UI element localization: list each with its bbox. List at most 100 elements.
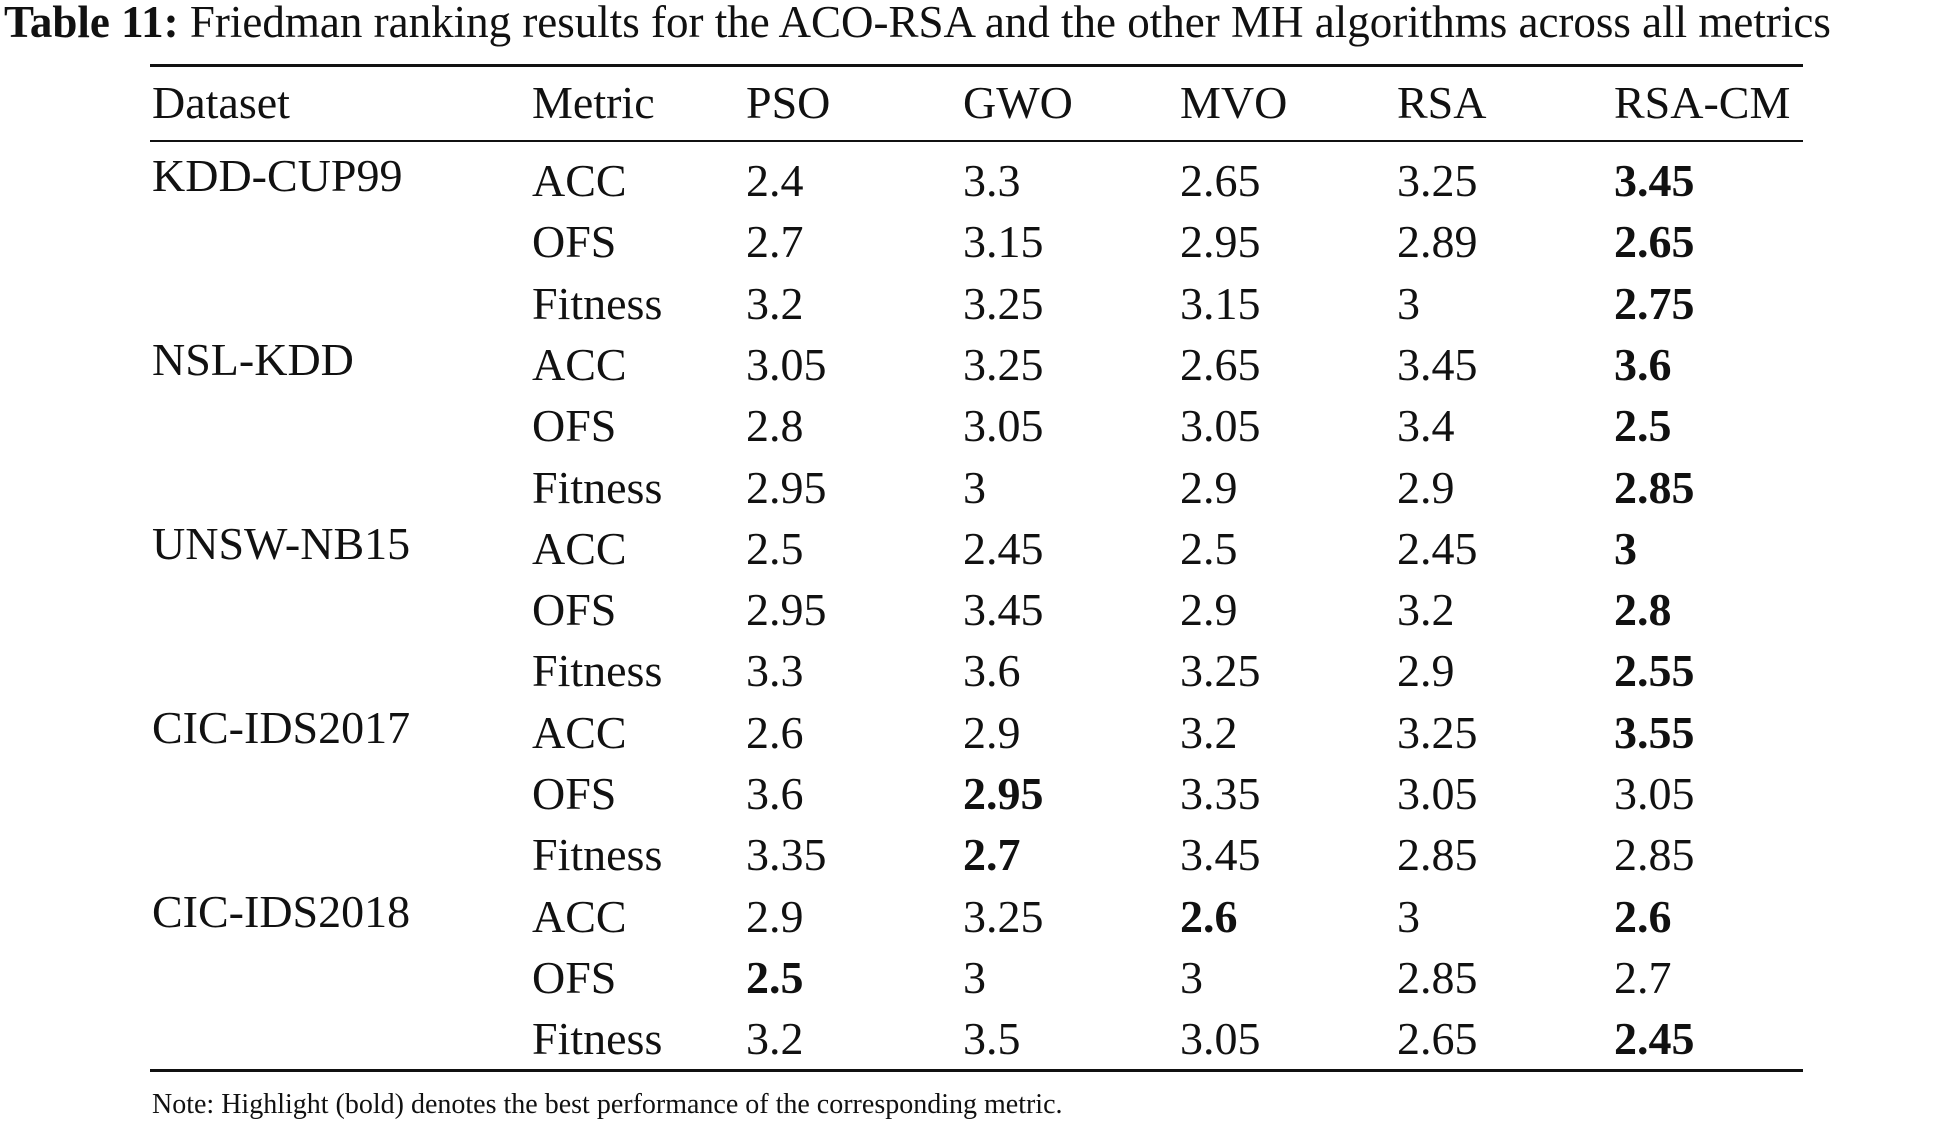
- value-cell: 2.9: [1180, 584, 1238, 636]
- metric-cell: OFS: [532, 400, 617, 452]
- value-cell: 3.2: [746, 1013, 804, 1065]
- value-cell: 2.9: [1397, 645, 1455, 697]
- value-cell: 3: [1397, 277, 1420, 329]
- value-cell: 3.15: [963, 216, 1044, 268]
- dataset-cell: UNSW-NB15: [152, 517, 411, 569]
- value-cell: 2.5: [1614, 400, 1672, 452]
- value-cell: 3.25: [1397, 706, 1478, 758]
- value-cell: 2.5: [1180, 522, 1238, 574]
- value-cell: 2.85: [1397, 951, 1478, 1003]
- value-cell: 2.7: [963, 829, 1021, 881]
- table-note: Note: Highlight (bold) denotes the best …: [152, 1089, 1063, 1120]
- value-cell: 2.95: [746, 461, 827, 513]
- value-cell: 2.8: [1614, 584, 1672, 636]
- dataset-cell: KDD-CUP99: [152, 150, 403, 201]
- metric-cell: OFS: [532, 768, 617, 819]
- value-cell: 2.9: [1180, 461, 1238, 513]
- value-cell: 2.9: [1397, 461, 1455, 513]
- value-cell: 3.25: [963, 277, 1044, 329]
- value-cell: 3.05: [1180, 1013, 1261, 1065]
- value-cell: 2.9: [746, 890, 804, 942]
- value-cell: 2.7: [1614, 951, 1672, 1003]
- value-cell: 2.45: [963, 522, 1044, 574]
- metric-cell: OFS: [532, 584, 617, 636]
- value-cell: 2.4: [746, 155, 804, 206]
- value-cell: 2.6: [746, 706, 804, 758]
- value-cell: 3.6: [746, 768, 804, 819]
- value-cell: 2.5: [746, 951, 804, 1003]
- value-cell: 2.95: [1180, 216, 1261, 268]
- column-header-gwo: GWO: [963, 77, 1073, 128]
- value-cell: 2.65: [1180, 338, 1261, 390]
- table-label: Table 11:: [4, 0, 179, 47]
- value-cell: 2.45: [1397, 522, 1478, 574]
- table-caption: Table 11: Friedman ranking results for t…: [4, 0, 1831, 48]
- value-cell: 3.3: [963, 155, 1021, 206]
- value-cell: 3.6: [1614, 338, 1672, 390]
- dataset-cell: NSL-KDD: [152, 333, 354, 385]
- value-cell: 2.85: [1397, 829, 1478, 881]
- value-cell: 3.45: [963, 584, 1044, 636]
- value-cell: 3: [1180, 951, 1203, 1003]
- value-cell: 3.35: [746, 829, 827, 881]
- metric-cell: ACC: [532, 890, 627, 942]
- value-cell: 2.75: [1614, 277, 1695, 329]
- column-header-dataset: Dataset: [152, 77, 290, 128]
- dataset-cell: CIC-IDS2018: [152, 885, 411, 937]
- value-cell: 3: [1614, 522, 1637, 574]
- value-cell: 2.45: [1614, 1013, 1695, 1065]
- value-cell: 2.89: [1397, 216, 1478, 268]
- metric-cell: ACC: [532, 338, 627, 390]
- bottom-rule: [150, 1069, 1803, 1072]
- value-cell: 3.2: [1180, 706, 1238, 758]
- metric-cell: ACC: [532, 706, 627, 758]
- value-cell: 3.15: [1180, 277, 1261, 329]
- value-cell: 3: [1397, 890, 1420, 942]
- value-cell: 3.5: [963, 1013, 1021, 1065]
- value-cell: 3.05: [746, 338, 827, 390]
- value-cell: 2.6: [1180, 890, 1238, 942]
- header-rule: [150, 140, 1803, 142]
- top-rule: [150, 64, 1803, 67]
- metric-cell: OFS: [532, 216, 617, 268]
- value-cell: 3.45: [1180, 829, 1261, 881]
- value-cell: 3.45: [1614, 155, 1695, 206]
- value-cell: 3.05: [1180, 400, 1261, 452]
- column-header-rsa: RSA: [1397, 77, 1487, 128]
- value-cell: 3.25: [1180, 645, 1261, 697]
- metric-cell: OFS: [532, 951, 617, 1003]
- value-cell: 3.3: [746, 645, 804, 697]
- value-cell: 2.9: [963, 706, 1021, 758]
- value-cell: 2.95: [746, 584, 827, 636]
- value-cell: 2.5: [746, 522, 804, 574]
- caption-text: Friedman ranking results for the ACO-RSA…: [189, 0, 1831, 47]
- value-cell: 3.05: [1397, 768, 1478, 819]
- column-header-rsa-cm: RSA-CM: [1614, 77, 1791, 128]
- value-cell: 3.4: [1397, 400, 1455, 452]
- value-cell: 3.2: [1397, 584, 1455, 636]
- value-cell: 3.05: [1614, 768, 1695, 819]
- value-cell: 3.6: [963, 645, 1021, 697]
- value-cell: 2.65: [1397, 1013, 1478, 1065]
- metric-cell: ACC: [532, 155, 627, 206]
- value-cell: 3.05: [963, 400, 1044, 452]
- value-cell: 2.95: [963, 768, 1044, 819]
- dataset-cell: CIC-IDS2017: [152, 701, 411, 753]
- value-cell: 3.35: [1180, 768, 1261, 819]
- value-cell: 2.65: [1180, 155, 1261, 206]
- value-cell: 3.45: [1397, 338, 1478, 390]
- column-header-mvo: MVO: [1180, 77, 1288, 128]
- value-cell: 3: [963, 951, 986, 1003]
- value-cell: 2.8: [746, 400, 804, 452]
- value-cell: 2.7: [746, 216, 804, 268]
- metric-cell: Fitness: [532, 1013, 663, 1065]
- value-cell: 2.65: [1614, 216, 1695, 268]
- column-header-metric: Metric: [532, 77, 655, 128]
- metric-cell: Fitness: [532, 645, 663, 697]
- value-cell: 3.55: [1614, 706, 1695, 758]
- column-header-pso: PSO: [746, 77, 831, 128]
- value-cell: 2.55: [1614, 645, 1695, 697]
- value-cell: 3.25: [963, 338, 1044, 390]
- value-cell: 2.85: [1614, 461, 1695, 513]
- value-cell: 3.25: [963, 890, 1044, 942]
